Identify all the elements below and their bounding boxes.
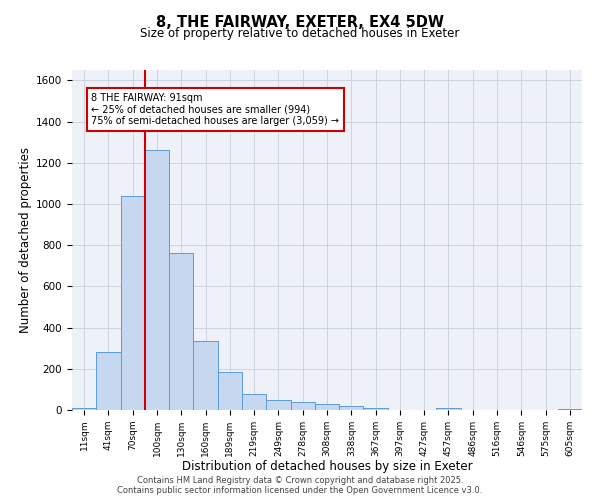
Bar [290,402,315,410]
Bar [169,254,193,410]
Text: Contains public sector information licensed under the Open Government Licence v3: Contains public sector information licen… [118,486,482,495]
Text: Size of property relative to detached houses in Exeter: Size of property relative to detached ho… [140,28,460,40]
Text: 8 THE FAIRWAY: 91sqm
← 25% of detached houses are smaller (994)
75% of semi-deta: 8 THE FAIRWAY: 91sqm ← 25% of detached h… [91,92,340,126]
Bar [364,408,388,410]
X-axis label: Distribution of detached houses by size in Exeter: Distribution of detached houses by size … [182,460,472,473]
Bar [339,406,364,410]
Bar [72,408,96,410]
Bar [242,394,266,410]
Bar [96,352,121,410]
Bar [121,196,145,410]
Bar [315,404,339,410]
Bar [558,409,582,410]
Y-axis label: Number of detached properties: Number of detached properties [19,147,32,333]
Text: 8, THE FAIRWAY, EXETER, EX4 5DW: 8, THE FAIRWAY, EXETER, EX4 5DW [156,15,444,30]
Bar [436,408,461,410]
Bar [193,341,218,410]
Text: Contains HM Land Registry data © Crown copyright and database right 2025.: Contains HM Land Registry data © Crown c… [137,476,463,485]
Bar [266,400,290,410]
Bar [218,372,242,410]
Bar [145,150,169,410]
